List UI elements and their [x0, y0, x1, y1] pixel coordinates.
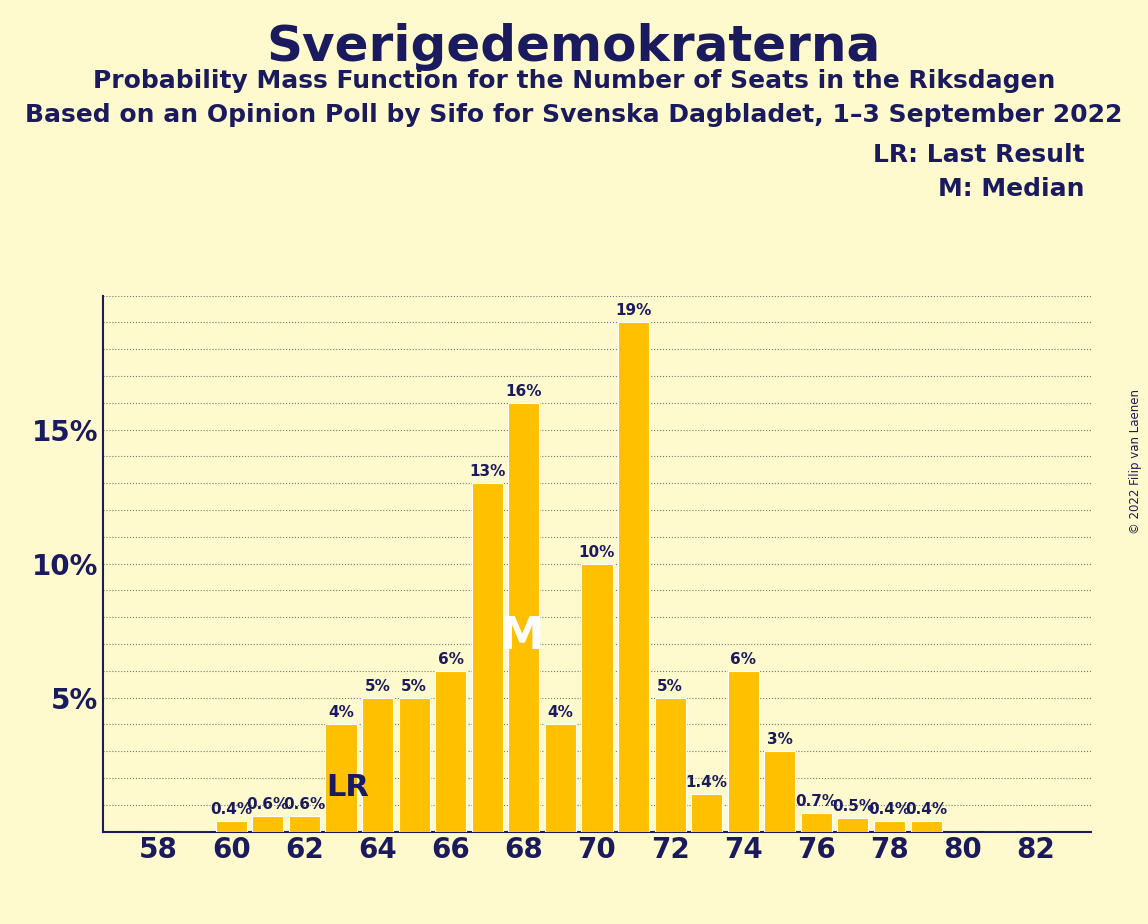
Text: 0.5%: 0.5% [832, 799, 874, 814]
Text: LR: LR [326, 773, 370, 802]
Bar [253, 816, 284, 832]
Bar [837, 819, 869, 832]
Text: © 2022 Filip van Laenen: © 2022 Filip van Laenen [1130, 390, 1142, 534]
Text: Sverigedemokraterna: Sverigedemokraterna [266, 23, 882, 71]
Text: 0.6%: 0.6% [284, 796, 326, 811]
Bar [874, 821, 905, 832]
Bar [910, 821, 941, 832]
Text: 3%: 3% [767, 732, 793, 748]
Text: 13%: 13% [470, 464, 505, 480]
Text: 6%: 6% [437, 651, 464, 667]
Text: 16%: 16% [505, 383, 542, 399]
Text: 5%: 5% [365, 678, 390, 694]
Text: 0.6%: 0.6% [247, 796, 289, 811]
Bar [435, 671, 466, 832]
Bar [545, 724, 576, 832]
Bar [728, 671, 759, 832]
Bar [765, 751, 796, 832]
Bar [691, 794, 722, 832]
Text: M: M [499, 615, 544, 658]
Bar [581, 564, 613, 832]
Text: 0.4%: 0.4% [210, 802, 253, 817]
Bar [362, 698, 393, 832]
Text: 4%: 4% [328, 705, 354, 721]
Bar [472, 483, 503, 832]
Bar [801, 813, 832, 832]
Text: Based on an Opinion Poll by Sifo for Svenska Dagbladet, 1–3 September 2022: Based on an Opinion Poll by Sifo for Sve… [25, 103, 1123, 128]
Text: 6%: 6% [730, 651, 757, 667]
Bar [509, 403, 540, 832]
Text: 5%: 5% [401, 678, 427, 694]
Text: 0.4%: 0.4% [868, 802, 910, 817]
Text: LR: Last Result: LR: Last Result [874, 143, 1085, 167]
Text: 0.4%: 0.4% [905, 802, 947, 817]
Text: 0.7%: 0.7% [796, 794, 837, 808]
Bar [654, 698, 685, 832]
Text: 5%: 5% [657, 678, 683, 694]
Text: 19%: 19% [615, 303, 652, 319]
Bar [289, 816, 320, 832]
Bar [216, 821, 247, 832]
Text: 10%: 10% [579, 544, 615, 560]
Text: 1.4%: 1.4% [685, 775, 728, 790]
Bar [618, 322, 649, 832]
Text: 4%: 4% [548, 705, 573, 721]
Bar [398, 698, 429, 832]
Text: M: Median: M: Median [938, 177, 1085, 201]
Bar [326, 724, 357, 832]
Text: Probability Mass Function for the Number of Seats in the Riksdagen: Probability Mass Function for the Number… [93, 69, 1055, 93]
